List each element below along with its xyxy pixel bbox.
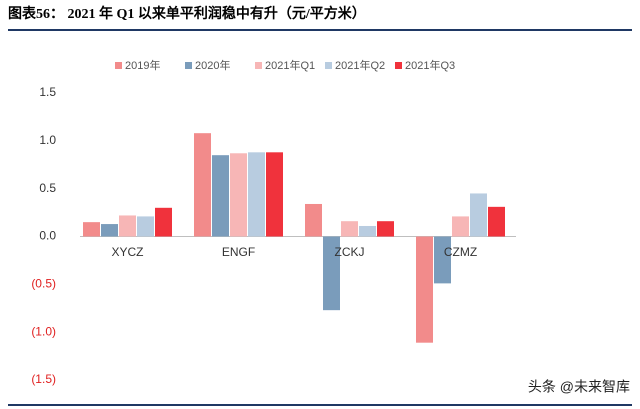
legend-label: 2020年 — [195, 58, 230, 72]
bar — [266, 152, 283, 237]
y-tick-label: 1.5 — [39, 85, 56, 99]
bar — [359, 225, 376, 237]
y-tick-label: (0.5) — [31, 277, 56, 291]
legend-swatch — [325, 62, 332, 69]
bar — [101, 224, 118, 237]
legend-swatch — [185, 62, 192, 69]
x-tick-label: ZCKJ — [335, 245, 365, 259]
watermark: 头条 @未来智库 — [528, 379, 630, 395]
legend-label: 2019年 — [125, 58, 160, 72]
bar — [194, 133, 211, 237]
bar — [416, 236, 433, 343]
bar — [452, 216, 469, 237]
bar — [119, 215, 136, 237]
y-tick-label: 0.0 — [39, 229, 56, 243]
x-tick-label: ENGF — [222, 245, 255, 259]
legend-swatch — [255, 62, 262, 69]
legend-swatch — [395, 62, 402, 69]
bar — [341, 221, 358, 237]
bar — [488, 206, 505, 237]
y-tick-label: (1.0) — [31, 324, 56, 338]
bar — [137, 216, 154, 237]
bar — [248, 152, 265, 237]
legend-label: 2021年Q2 — [335, 58, 385, 72]
legend-swatch — [115, 62, 122, 69]
x-tick-label: XYCZ — [111, 245, 143, 259]
bar — [155, 207, 172, 237]
chart-title: 图表56： 2021 年 Q1 以来单平利润稳中有升（元/平方米） — [8, 5, 366, 22]
bar — [212, 155, 229, 237]
x-tick-label: CZMZ — [444, 245, 477, 259]
bar — [305, 203, 322, 237]
bar — [323, 236, 340, 311]
bar — [83, 222, 100, 237]
bar — [470, 193, 487, 237]
bar — [230, 153, 247, 237]
y-tick-label: 1.0 — [39, 133, 56, 147]
y-tick-label: (1.5) — [31, 372, 56, 386]
y-tick-label: 0.5 — [39, 181, 56, 195]
legend-label: 2021年Q3 — [405, 58, 455, 72]
bar — [377, 221, 394, 237]
bar — [434, 236, 451, 284]
legend-label: 2021年Q1 — [265, 58, 315, 72]
